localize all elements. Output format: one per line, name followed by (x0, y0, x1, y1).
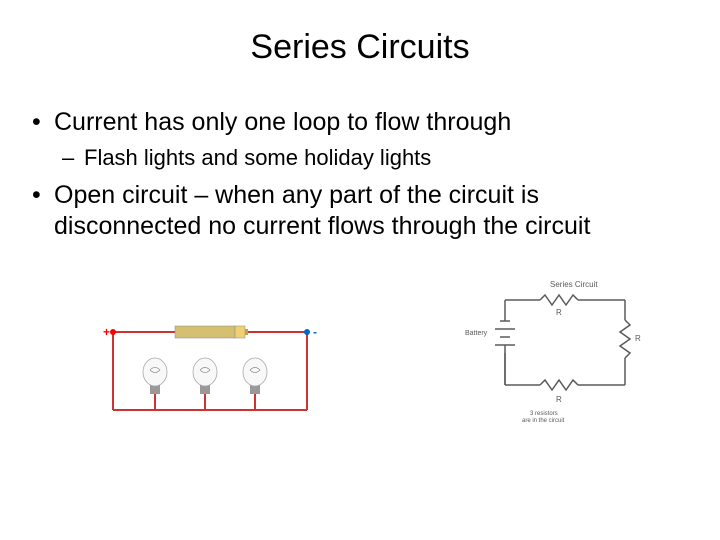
sub-bullet-1-text: Flash lights and some holiday lights (84, 145, 431, 170)
r-label-bottom: R (556, 395, 562, 404)
r-label-right: R (635, 334, 641, 343)
bullet-2-text: Open circuit – when any part of the circ… (54, 181, 590, 240)
sub-bullet-list: Flash lights and some holiday lights (54, 144, 690, 172)
bulb-2 (193, 358, 217, 394)
page-title: Series Circuits (30, 28, 690, 67)
minus-terminal-label: - (313, 325, 317, 339)
bulb-1 (143, 358, 167, 394)
slide: Series Circuits Current has only one loo… (0, 0, 720, 540)
sub-bullet-1: Flash lights and some holiday lights (54, 144, 690, 172)
bullet-2: Open circuit – when any part of the circ… (30, 180, 690, 243)
schematic-diagram: Series Circuit Battery R R R 3 resistors… (460, 275, 660, 425)
bullet-1: Current has only one loop to flow throug… (30, 107, 690, 172)
bulb-circuit-diagram: + - (95, 310, 325, 430)
schematic-caption-1: 3 resistors (530, 411, 558, 417)
bulb-3 (243, 358, 267, 394)
bullet-1-text: Current has only one loop to flow throug… (54, 108, 511, 136)
schematic-caption-2: are in the circuit (522, 418, 565, 424)
diagrams-row: + - (0, 310, 720, 430)
bullet-list: Current has only one loop to flow throug… (30, 107, 690, 242)
plus-terminal-label: + (103, 325, 110, 339)
battery-label: Battery (465, 330, 488, 337)
r-label-top: R (556, 308, 562, 317)
schematic-title: Series Circuit (550, 280, 598, 289)
